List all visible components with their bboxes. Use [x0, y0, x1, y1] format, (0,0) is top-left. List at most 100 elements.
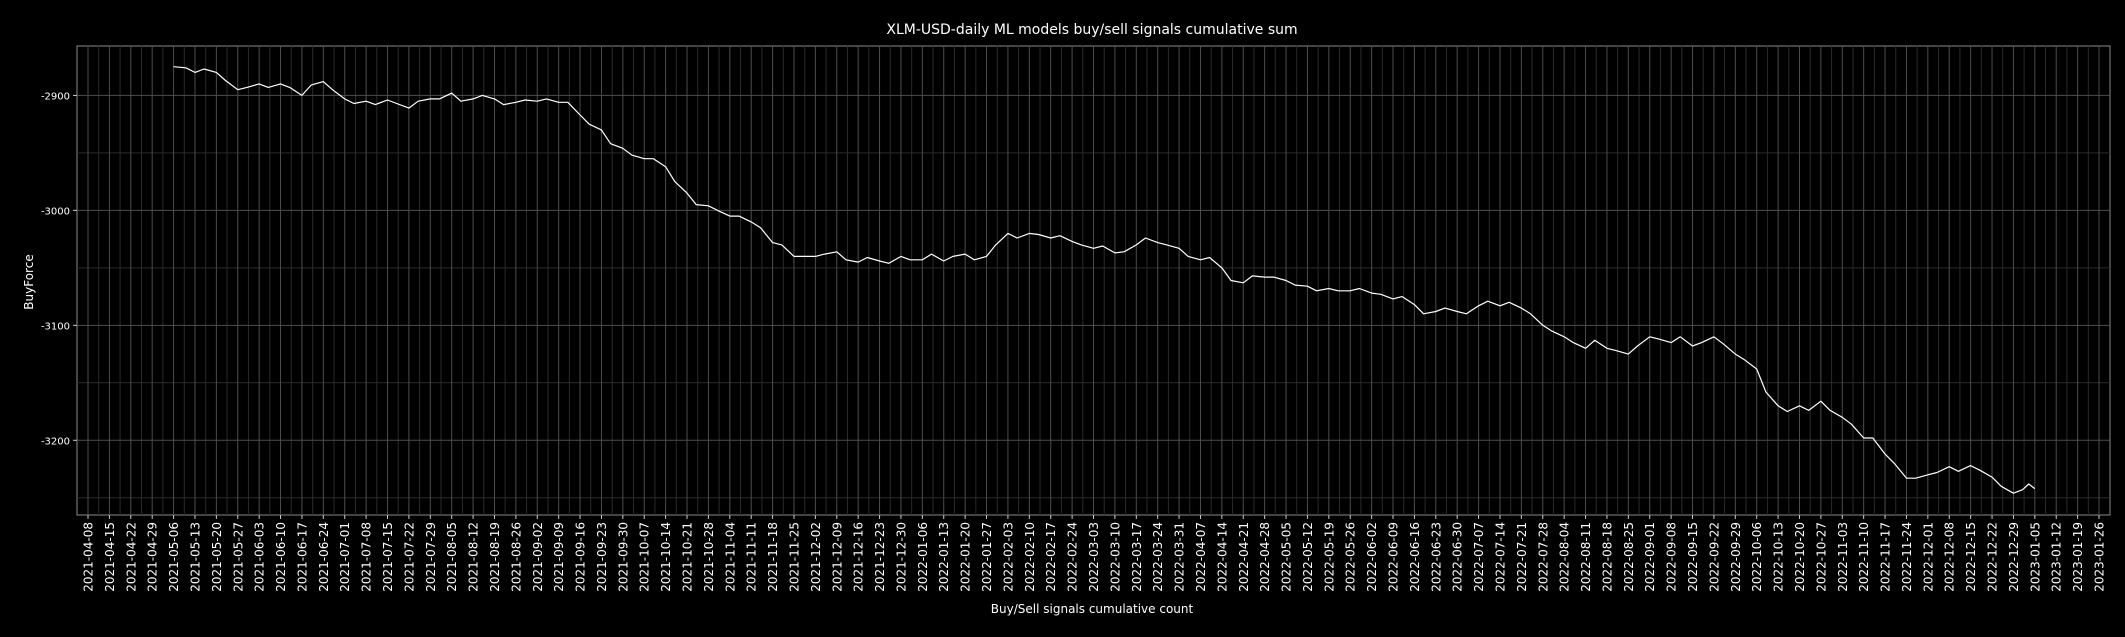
x-tick-label: 2021-10-07 [638, 522, 652, 592]
x-tick-label: 2022-11-17 [1879, 522, 1893, 592]
y-tick-label: -3200 [41, 436, 70, 447]
y-tick-label: -3000 [41, 206, 70, 217]
x-tick-label: 2022-01-20 [959, 522, 973, 592]
x-axis-label: Buy/Sell signals cumulative count [991, 602, 1194, 616]
x-tick-label: 2022-05-26 [1344, 522, 1358, 592]
x-tick-label: 2022-09-22 [1707, 522, 1721, 592]
x-tick-label: 2021-12-23 [873, 522, 887, 592]
x-tick-label: 2021-08-05 [445, 522, 459, 592]
x-tick-label: 2022-04-07 [1194, 522, 1208, 592]
x-tick-label: 2022-07-28 [1536, 522, 1550, 592]
x-tick-label: 2021-08-12 [467, 522, 481, 592]
x-tick-label: 2022-12-29 [2007, 522, 2021, 592]
x-tick-label: 2021-11-04 [723, 522, 737, 592]
x-tick-label: 2022-07-14 [1493, 522, 1507, 592]
x-tick-label: 2021-11-18 [766, 522, 780, 592]
x-tick-label: 2021-04-29 [146, 522, 160, 592]
y-axis-label: BuyForce [22, 254, 36, 309]
x-tick-label: 2022-06-16 [1408, 522, 1422, 592]
x-tick-label: 2021-11-11 [745, 522, 759, 592]
x-tick-label: 2021-04-22 [124, 522, 138, 592]
x-tick-label: 2021-05-13 [188, 522, 202, 592]
x-tick-label: 2022-10-27 [1814, 522, 1828, 592]
x-tick-label: 2021-04-08 [82, 522, 96, 592]
x-tick-label: 2022-10-06 [1750, 522, 1764, 592]
x-tick-label: 2022-09-29 [1729, 522, 1743, 592]
x-tick-label: 2021-07-01 [338, 522, 352, 592]
x-tick-label: 2022-04-21 [1237, 522, 1251, 592]
x-tick-label: 2022-11-10 [1857, 522, 1871, 592]
x-tick-label: 2023-01-26 [2093, 522, 2107, 592]
x-tick-label: 2021-07-08 [360, 522, 374, 592]
x-tick-label: 2022-07-07 [1472, 522, 1486, 592]
x-tick-label: 2022-09-08 [1665, 522, 1679, 592]
x-tick-label: 2021-07-15 [381, 522, 395, 592]
x-tick-label: 2022-03-17 [1130, 522, 1144, 592]
x-tick-label: 2022-08-11 [1579, 522, 1593, 592]
x-tick-label: 2022-09-15 [1686, 522, 1700, 592]
x-tick-label: 2021-12-30 [894, 522, 908, 592]
x-tick-label: 2022-02-10 [1023, 522, 1037, 592]
x-tick-label: 2021-09-09 [552, 522, 566, 592]
x-tick-label: 2021-09-02 [531, 522, 545, 592]
x-tick-label: 2022-03-31 [1173, 522, 1187, 592]
x-axis: 2021-04-08 2021-04-15 2021-04-22 2021-04-29… [82, 515, 2107, 592]
x-tick-label: 2022-10-13 [1772, 522, 1786, 592]
x-tick-label: 2022-11-24 [1900, 522, 1914, 592]
x-tick-label: 2021-06-17 [295, 522, 309, 592]
x-tick-label: 2022-06-09 [1387, 522, 1401, 592]
x-tick-label: 2022-12-22 [1986, 522, 2000, 592]
x-tick-label: 2021-09-16 [574, 522, 588, 592]
x-tick-label: 2021-12-09 [830, 522, 844, 592]
x-tick-label: 2022-06-30 [1451, 522, 1465, 592]
x-tick-label: 2022-12-15 [1964, 522, 1978, 592]
x-tick-label: 2022-12-01 [1921, 522, 1935, 592]
x-tick-label: 2022-07-21 [1515, 522, 1529, 592]
x-tick-label: 2021-09-23 [595, 522, 609, 592]
x-tick-label: 2021-09-30 [616, 522, 630, 592]
x-tick-label: 2022-10-20 [1793, 522, 1807, 592]
x-tick-label: 2021-08-26 [509, 522, 523, 592]
x-tick-label: 2021-05-06 [167, 522, 181, 592]
x-tick-label: 2021-10-21 [681, 522, 695, 592]
x-tick-label: 2022-05-05 [1280, 522, 1294, 592]
x-tick-label: 2021-12-02 [809, 522, 823, 592]
x-tick-label: 2022-02-24 [1066, 522, 1080, 592]
x-tick-label: 2022-03-10 [1108, 522, 1122, 592]
series-line [173, 66, 2036, 494]
x-tick-label: 2021-10-14 [659, 522, 673, 592]
x-tick-label: 2022-08-25 [1622, 522, 1636, 592]
data-line [173, 66, 2036, 494]
x-tick-label: 2022-09-01 [1643, 522, 1657, 592]
x-tick-label: 2022-04-14 [1215, 522, 1229, 592]
x-tick-label: 2022-12-08 [1943, 522, 1957, 592]
x-tick-label: 2021-07-22 [402, 522, 416, 592]
y-tick-label: -2900 [41, 91, 70, 102]
x-tick-label: 2022-06-02 [1365, 522, 1379, 592]
x-tick-label: 2023-01-05 [2028, 522, 2042, 592]
x-tick-label: 2022-04-28 [1258, 522, 1272, 592]
x-tick-label: 2022-03-03 [1087, 522, 1101, 592]
x-tick-label: 2021-07-29 [424, 522, 438, 592]
x-tick-label: 2022-02-17 [1044, 522, 1058, 592]
x-tick-label: 2022-05-19 [1322, 522, 1336, 592]
y-axis: -3200 -3100 -3000 -2900 [41, 91, 77, 447]
x-tick-label: 2021-05-27 [231, 522, 245, 592]
x-tick-label: 2022-03-24 [1151, 522, 1165, 592]
x-tick-label: 2021-04-15 [103, 522, 117, 592]
x-tick-label: 2021-11-25 [787, 522, 801, 592]
x-tick-label: 2022-02-03 [1001, 522, 1015, 592]
grid-lines [77, 46, 2110, 515]
x-tick-label: 2022-08-18 [1600, 522, 1614, 592]
x-tick-label: 2022-01-06 [916, 522, 930, 592]
x-tick-label: 2021-06-24 [317, 522, 331, 592]
x-tick-label: 2021-10-28 [702, 522, 716, 592]
x-tick-label: 2022-11-03 [1836, 522, 1850, 592]
x-tick-label: 2021-06-10 [274, 522, 288, 592]
chart-title: XLM-USD-daily ML models buy/sell signals… [886, 22, 1297, 38]
x-tick-label: 2022-06-23 [1429, 522, 1443, 592]
y-tick-label: -3100 [41, 321, 70, 332]
x-tick-label: 2022-05-12 [1301, 522, 1315, 592]
x-tick-label: 2021-06-03 [253, 522, 267, 592]
